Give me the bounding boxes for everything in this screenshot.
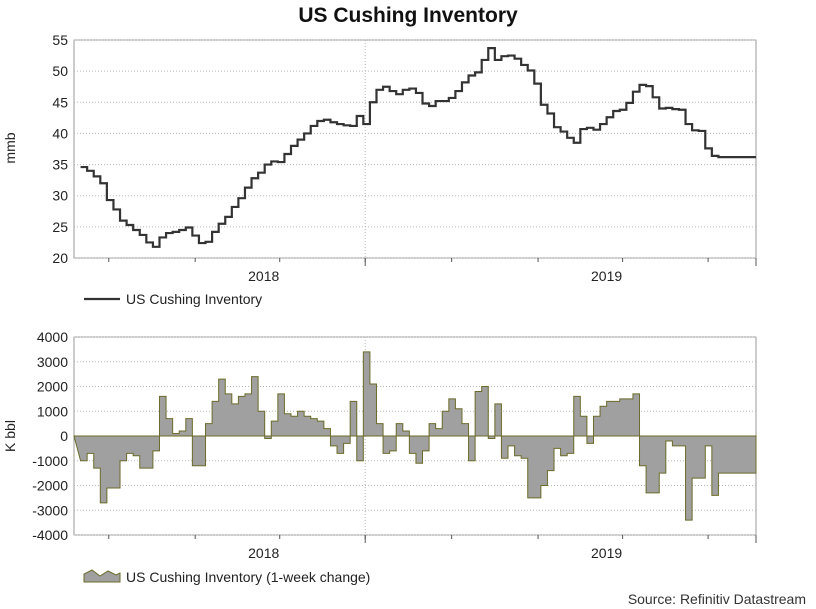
chart-title: US Cushing Inventory bbox=[298, 4, 518, 27]
top-y-tick-label: 45 bbox=[52, 94, 68, 110]
top-plot-frame bbox=[73, 39, 757, 259]
top-y-tick-label: 25 bbox=[52, 219, 68, 235]
bottom-y-tick-label: 4000 bbox=[37, 329, 68, 345]
bottom-y-tick-label: 1000 bbox=[37, 403, 68, 419]
bottom-legend-swatch bbox=[83, 569, 121, 583]
top-y-tick-label: 40 bbox=[52, 125, 68, 141]
top-x-tick-label: 2018 bbox=[248, 268, 279, 284]
bottom-legend: US Cushing Inventory (1-week change) bbox=[83, 569, 370, 585]
top-y-tick-label: 35 bbox=[52, 157, 68, 173]
bottom-x-tick-label: 2018 bbox=[248, 545, 279, 561]
top-legend: US Cushing Inventory bbox=[84, 291, 262, 307]
bottom-y-tick-label: 2000 bbox=[37, 379, 68, 395]
bottom-y-tick-label: 3000 bbox=[37, 354, 68, 370]
bottom-legend-label: US Cushing Inventory (1-week change) bbox=[126, 569, 370, 585]
bottom-y-tick-label: -1000 bbox=[32, 453, 68, 469]
top-series-line bbox=[80, 46, 756, 248]
inventory-panel: 20 25 30 35 40 45 50 55 2018 2019 bbox=[52, 32, 757, 284]
top-y-tick-label: 30 bbox=[52, 188, 68, 204]
bottom-y-tick-label: -2000 bbox=[32, 478, 68, 494]
bottom-y-axis-label: K bbl bbox=[2, 420, 18, 452]
top-y-axis-label: mmb bbox=[2, 132, 18, 163]
top-y-tick-label: 20 bbox=[52, 250, 68, 266]
weekly-change-panel: -4000 -3000 -2000 -1000 0 1000 2000 3000 4000 201… bbox=[32, 329, 757, 561]
bottom-x-tick-label: 2019 bbox=[591, 545, 622, 561]
top-y-tick-label: 55 bbox=[52, 32, 68, 48]
bottom-y-tick-label: -3000 bbox=[32, 502, 68, 518]
bottom-y-tick-label: 0 bbox=[60, 428, 68, 444]
source-note: Source: Refinitiv Datastream bbox=[628, 591, 806, 607]
top-x-tick-label: 2019 bbox=[591, 268, 622, 284]
bottom-y-tick-label: -4000 bbox=[32, 527, 68, 543]
top-y-tick-label: 50 bbox=[52, 63, 68, 79]
top-legend-label: US Cushing Inventory bbox=[126, 291, 262, 307]
